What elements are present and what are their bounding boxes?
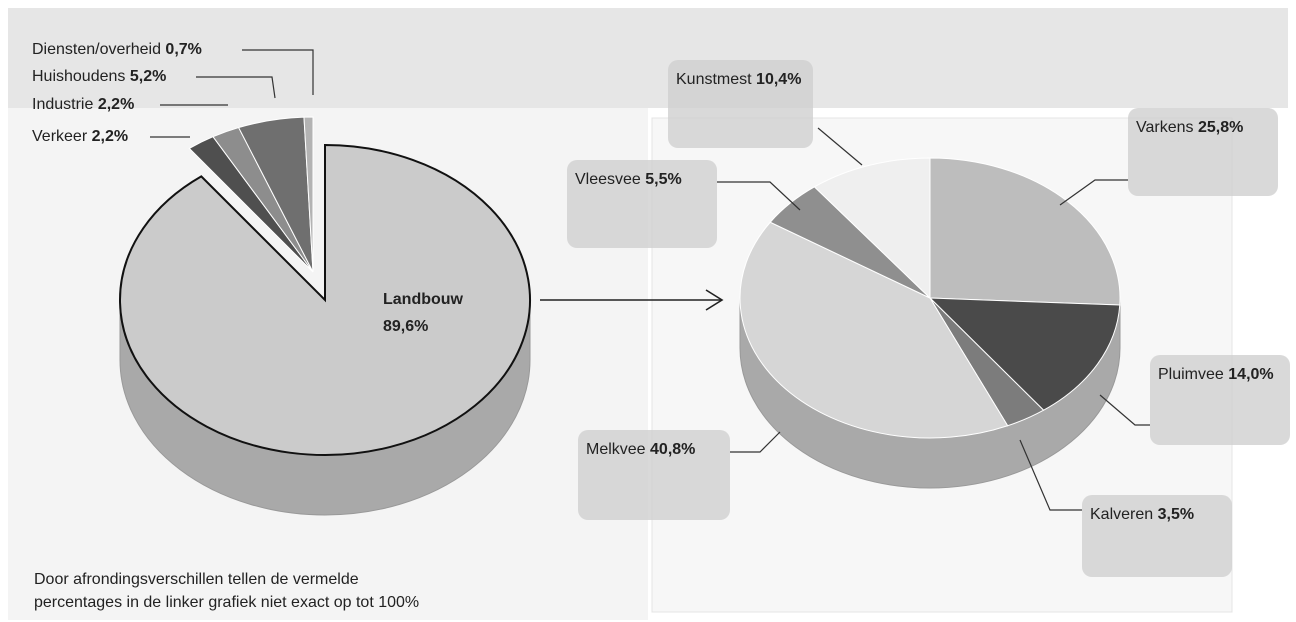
slice-label: Diensten/overheid 0,7% [32, 41, 202, 58]
connector [730, 431, 781, 453]
label-box [1150, 355, 1290, 445]
arrow-head [705, 289, 724, 311]
pie-slice [119, 143, 531, 456]
slice-label: Kalveren 3,5% [1090, 506, 1194, 523]
value-label: 10,4% [756, 71, 801, 88]
slice-label: 89,6% [383, 318, 428, 335]
category-name: Varkens [1136, 119, 1194, 136]
connector [1059, 179, 1128, 206]
pie-slice [928, 297, 1121, 411]
value-label: 3,5% [1158, 506, 1194, 523]
value-label: 5,5% [645, 171, 681, 188]
connector [717, 181, 801, 211]
pie-slice [813, 157, 931, 300]
pie-slice [929, 157, 1121, 306]
value-label: 5,2% [130, 68, 166, 85]
pie-slice [303, 116, 314, 273]
value-label: 2,2% [92, 128, 128, 145]
top-band [8, 8, 1288, 108]
footnote: Door afrondingsverschillen tellen de ver… [34, 571, 359, 588]
label-box [567, 160, 717, 248]
category-name: Huishoudens [32, 68, 125, 85]
category-name: Diensten/overheid [32, 41, 161, 58]
slice-label: Vleesvee 5,5% [575, 171, 682, 188]
connector [242, 49, 314, 95]
value-label: 0,7% [165, 41, 201, 58]
slice-label: Landbouw [383, 291, 464, 308]
category-name: Verkeer [32, 128, 88, 145]
category-name: Vleesvee [575, 171, 641, 188]
category-name: Kunstmest [676, 71, 752, 88]
slice-label: Melkvee 40,8% [586, 441, 695, 458]
slice-label: Industrie 2,2% [32, 96, 134, 113]
connector [1099, 394, 1150, 426]
label-box [668, 60, 813, 148]
label-box [1082, 495, 1232, 577]
category-name: Pluimvee [1158, 366, 1224, 383]
connector [196, 76, 276, 99]
slice-label: Verkeer 2,2% [32, 128, 128, 145]
slice-label: Varkens 25,8% [1136, 119, 1243, 136]
footnote: percentages in de linker grafiek niet ex… [34, 594, 419, 611]
slice-label: Kunstmest 10,4% [676, 71, 801, 88]
value-label: 40,8% [650, 441, 695, 458]
connector [817, 127, 863, 166]
value-label: 25,8% [1198, 119, 1243, 136]
value-label: 14,0% [1228, 366, 1273, 383]
pie-slice [739, 221, 1009, 439]
category-name: Industrie [32, 96, 93, 113]
label-box [578, 430, 730, 520]
category-name: Kalveren [1090, 506, 1153, 523]
value-label: 2,2% [98, 96, 134, 113]
category-name: Melkvee [586, 441, 646, 458]
label-box [1128, 108, 1278, 196]
slice-label: Huishoudens 5,2% [32, 68, 166, 85]
slice-label: Pluimvee 14,0% [1158, 366, 1274, 383]
connector [1019, 439, 1082, 511]
